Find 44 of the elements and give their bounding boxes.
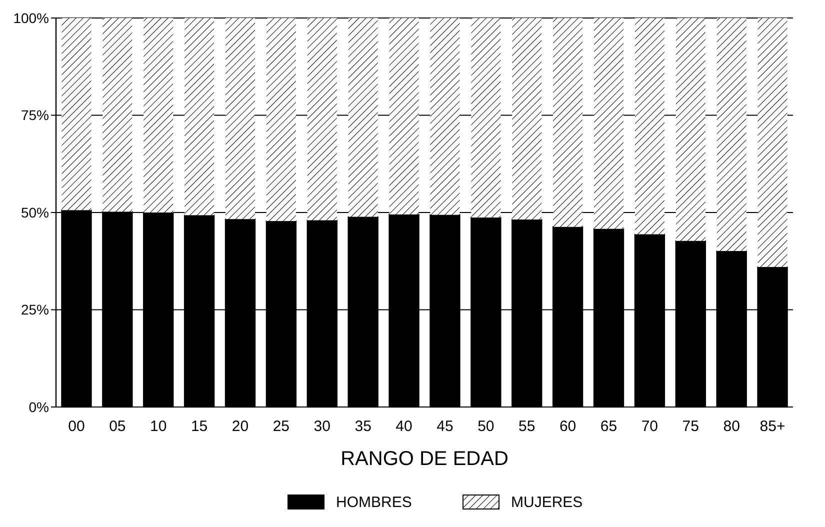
- x-tick-label: 05: [109, 418, 126, 435]
- bar: [144, 18, 174, 212]
- y-tick-label: 100%: [13, 10, 49, 26]
- x-tick-label: 65: [600, 418, 618, 435]
- bar: [594, 18, 624, 229]
- bar: [62, 18, 92, 210]
- bar: [348, 18, 378, 217]
- bar: [553, 18, 583, 227]
- bar: [716, 18, 746, 252]
- bar: [226, 18, 255, 220]
- x-tick-label: 20: [232, 418, 249, 435]
- legend-label: MUJERES: [511, 494, 583, 511]
- x-axis-title: RANGO DE EDAD: [340, 448, 508, 470]
- y-tick-label: 25%: [20, 302, 49, 318]
- y-tick-label: 0%: [28, 398, 49, 415]
- x-tick-label: 10: [150, 418, 167, 435]
- x-tick-label: 85+: [760, 418, 786, 435]
- x-tick-label: 35: [354, 418, 372, 435]
- bar: [307, 18, 337, 220]
- x-tick-label: 40: [396, 418, 412, 435]
- y-tick-label: 75%: [20, 107, 49, 124]
- x-tick-label: 30: [314, 418, 330, 435]
- x-tick-label: 70: [641, 418, 658, 435]
- bar: [266, 18, 296, 222]
- bar: [512, 18, 542, 220]
- x-tick-label: 15: [190, 418, 208, 435]
- bar: [676, 18, 706, 241]
- bar: [102, 18, 132, 212]
- bar: [758, 18, 788, 267]
- bar: [389, 18, 419, 214]
- x-tick-label: 75: [682, 418, 699, 435]
- bar: [634, 18, 664, 234]
- bar: [184, 18, 214, 216]
- x-tick-label: 00: [68, 418, 85, 435]
- bar: [430, 18, 460, 215]
- x-tick-label: 25: [272, 418, 290, 435]
- x-tick-label: 60: [559, 418, 576, 435]
- y-tick-label: 50%: [20, 204, 49, 220]
- x-tick-label: 80: [723, 418, 740, 435]
- x-tick-label: 55: [518, 418, 536, 435]
- x-tick-label: 45: [436, 418, 454, 435]
- legend-label: HOMBRES: [336, 494, 412, 511]
- bar: [471, 18, 501, 218]
- x-tick-label: 50: [478, 418, 494, 435]
